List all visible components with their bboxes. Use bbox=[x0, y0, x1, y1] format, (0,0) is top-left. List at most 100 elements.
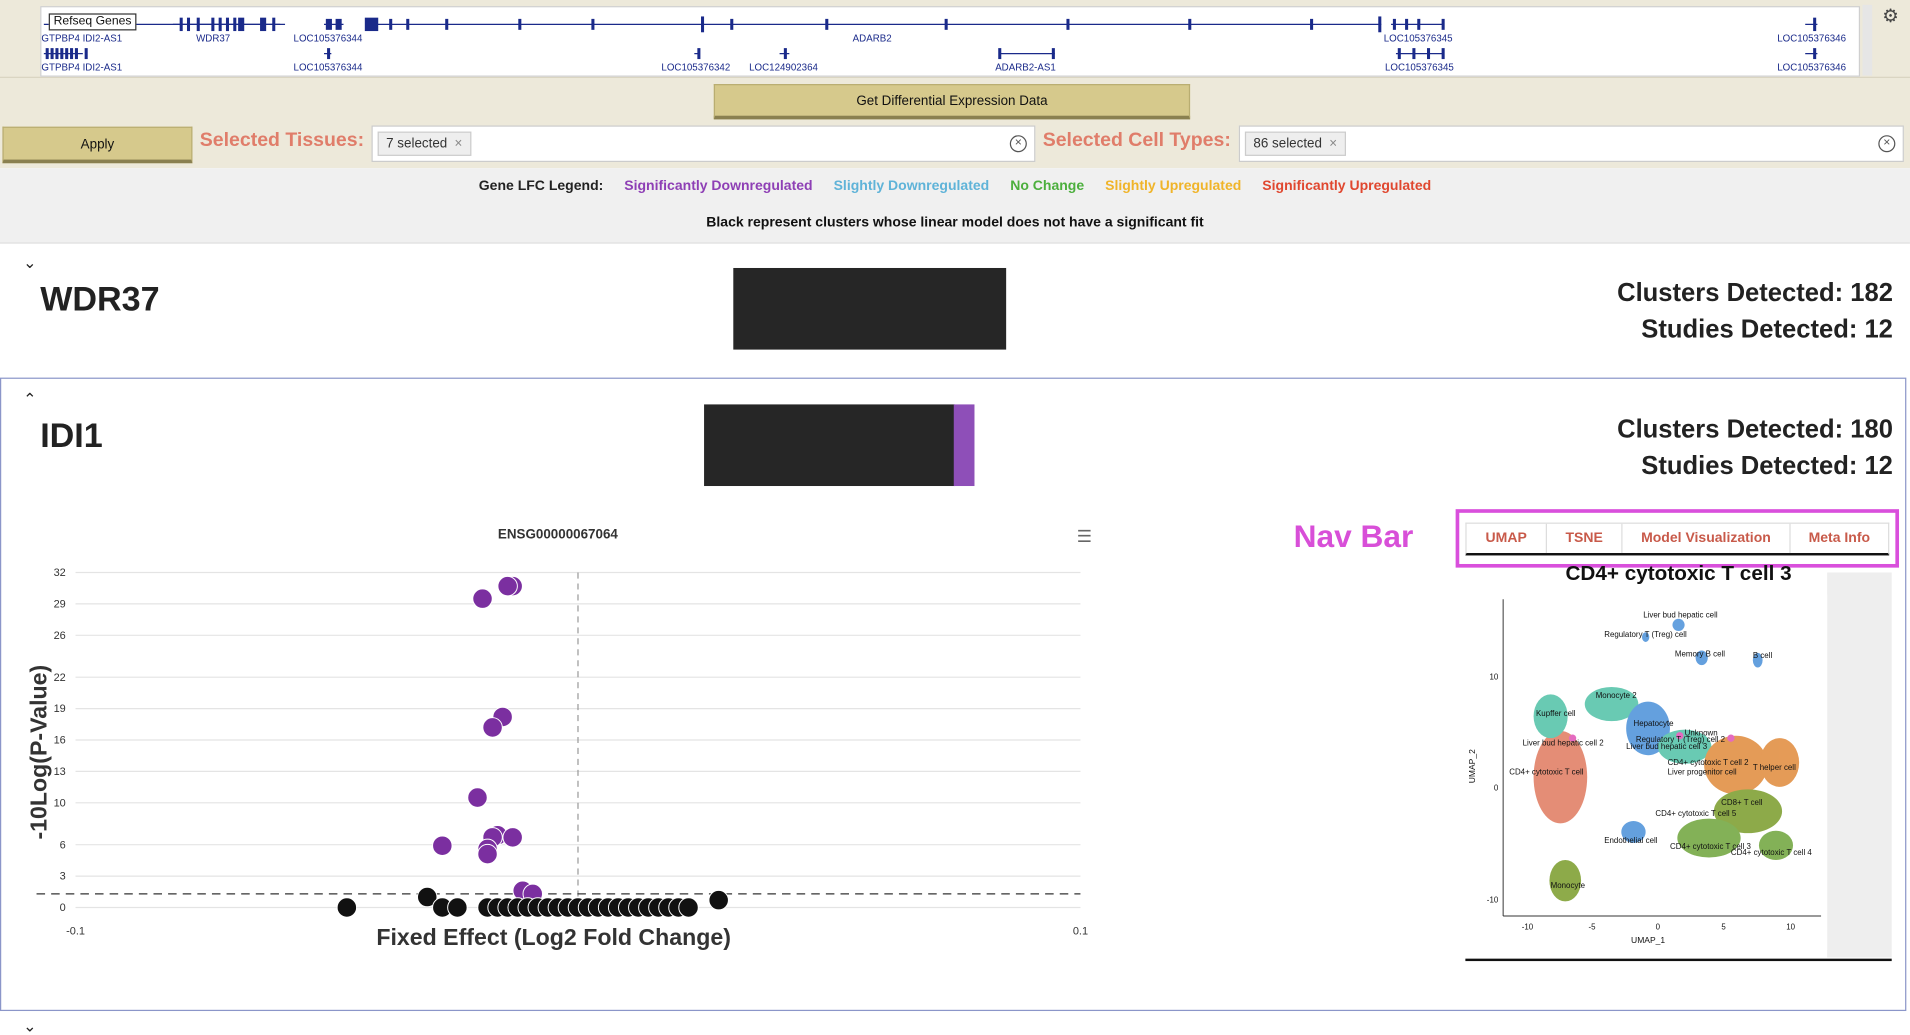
cluster-label: Liver bud hepatic cell bbox=[1643, 611, 1718, 621]
legend-item: Slightly Downregulated bbox=[833, 179, 990, 194]
chevron-down-icon[interactable]: ⌄ bbox=[23, 253, 37, 272]
gene-label[interactable]: WDR37 bbox=[196, 32, 231, 44]
gene-label[interactable]: LOC105376344 bbox=[293, 62, 363, 74]
cluster-label: CD4+ cytotoxic T cell 3 bbox=[1670, 842, 1751, 852]
gene-label[interactable]: LOC105376346 bbox=[1777, 32, 1847, 44]
cluster-label: B cell bbox=[1752, 651, 1773, 661]
tab-umap[interactable]: UMAP bbox=[1467, 523, 1547, 554]
data-point bbox=[482, 717, 503, 738]
cell-types-select[interactable]: 86 selected × × bbox=[1238, 125, 1904, 163]
selected-cell-types-label: Selected Cell Types: bbox=[1042, 130, 1231, 152]
x-tick-label: 0.1 bbox=[1073, 925, 1088, 937]
gene-models bbox=[43, 16, 1818, 60]
y-tick-label: 22 bbox=[54, 672, 66, 684]
cluster-label: CD4+ cytotoxic T cell bbox=[1509, 768, 1584, 778]
umap-panel-border bbox=[1465, 958, 1892, 962]
cluster-label: Liver progenitor cell bbox=[1667, 768, 1737, 778]
y-tick-label: 32 bbox=[54, 567, 66, 579]
expression-heatmap bbox=[733, 267, 1007, 350]
genome-track-area: Refseq Genes GTPBP4 IDI2-AS1 WDR37 LOC10… bbox=[0, 0, 1910, 78]
y-tick-label: 0 bbox=[60, 902, 66, 914]
cluster-label: Monocyte 2 bbox=[1595, 691, 1637, 701]
gene-label[interactable]: ADARB2 bbox=[852, 32, 892, 44]
gene-title: WDR37 bbox=[40, 280, 160, 318]
tissues-chip[interactable]: 7 selected × bbox=[377, 131, 471, 156]
data-point bbox=[472, 588, 493, 609]
data-point bbox=[678, 897, 699, 918]
track-scrollbar[interactable] bbox=[1862, 4, 1873, 76]
umap-xlabel: UMAP_1 bbox=[1631, 935, 1665, 945]
y-tick-label: 13 bbox=[54, 766, 66, 778]
gene-label[interactable]: LOC124902364 bbox=[749, 62, 818, 74]
lfc-legend: Gene LFC Legend: Significantly Downregul… bbox=[0, 168, 1910, 244]
legend-title: Gene LFC Legend: bbox=[478, 179, 604, 194]
y-tick-label: 3 bbox=[60, 871, 66, 883]
y-tick-label: 26 bbox=[54, 630, 66, 642]
legend-item: Significantly Upregulated bbox=[1262, 179, 1432, 194]
data-point bbox=[502, 827, 523, 848]
clusters-detected: Clusters Detected: 180 bbox=[1617, 415, 1893, 444]
umap-canvas: UMAP_2 UMAP_1 -10 -5 0 5 10 10 0 -10 bbox=[1467, 599, 1822, 945]
gene-label[interactable]: LOC105376344 bbox=[293, 32, 363, 44]
plot-title: ENSG00000067064 bbox=[497, 527, 618, 543]
tab-model-visualization[interactable]: Model Visualization bbox=[1623, 523, 1791, 554]
hamburger-menu-icon[interactable]: ☰ bbox=[1076, 526, 1093, 546]
tab-bar: UMAP TSNE Model Visualization Meta Info bbox=[1465, 522, 1890, 556]
cluster-label: Liver bud hepatic cell 2 bbox=[1522, 739, 1604, 748]
y-axis-label: -10Log(P-Value) bbox=[25, 665, 51, 840]
gene-label[interactable]: ADARB2-AS1 bbox=[995, 62, 1056, 74]
clear-tissues-icon[interactable]: × bbox=[1009, 135, 1027, 153]
y-tick-label: 16 bbox=[54, 735, 66, 747]
umap-xtick: 0 bbox=[1656, 922, 1661, 931]
apply-button[interactable]: Apply bbox=[2, 126, 193, 164]
umap-xtick: -5 bbox=[1589, 922, 1597, 931]
expression-heatmap bbox=[704, 404, 955, 487]
gene-label[interactable]: LOC105376342 bbox=[661, 62, 731, 74]
selected-tissues-label: Selected Tissues: bbox=[199, 130, 365, 152]
chevron-down-icon[interactable]: ⌄ bbox=[23, 1017, 37, 1035]
data-point bbox=[467, 787, 488, 808]
chevron-up-icon[interactable]: ⌃ bbox=[23, 389, 37, 409]
chip-remove-icon[interactable]: × bbox=[1329, 136, 1338, 152]
y-tick-label: 6 bbox=[60, 839, 66, 851]
legend-item: Significantly Downregulated bbox=[624, 179, 813, 194]
gear-icon[interactable]: ⚙ bbox=[1882, 6, 1899, 27]
chip-remove-icon[interactable]: × bbox=[454, 136, 463, 152]
legend-row: Gene LFC Legend: Significantly Downregul… bbox=[0, 179, 1910, 194]
y-tick-label: 19 bbox=[54, 703, 66, 715]
umap-side-panel bbox=[1827, 572, 1892, 958]
gene-label[interactable]: GTPBP4 IDI2-AS1 bbox=[41, 32, 123, 44]
umap-ytick: 0 bbox=[1494, 784, 1499, 793]
get-differential-expression-button[interactable]: Get Differential Expression Data bbox=[713, 84, 1191, 120]
gene-label[interactable]: GTPBP4 IDI2-AS1 bbox=[41, 62, 123, 74]
cluster-label: Regulatory T (Treg) cell bbox=[1604, 630, 1687, 640]
cell-types-chip[interactable]: 86 selected × bbox=[1244, 131, 1346, 156]
data-point bbox=[432, 835, 453, 856]
cell-types-chip-label: 86 selected bbox=[1253, 136, 1322, 152]
studies-detected: Studies Detected: 12 bbox=[1641, 315, 1893, 344]
gene-label[interactable]: LOC105376346 bbox=[1777, 62, 1847, 74]
filter-controls: Get Differential Expression Data Apply S… bbox=[0, 77, 1910, 169]
umap-ylabel: UMAP_2 bbox=[1467, 749, 1477, 783]
refseq-track-label: Refseq Genes bbox=[48, 13, 137, 31]
umap-ytick: -10 bbox=[1487, 896, 1499, 905]
legend-note: Black represent clusters whose linear mo… bbox=[706, 215, 1204, 231]
umap-plot[interactable]: UMAP_2 UMAP_1 -10 -5 0 5 10 10 0 -10 Liv… bbox=[1465, 594, 1828, 951]
tissues-select[interactable]: 7 selected × × bbox=[371, 125, 1036, 163]
gene-stats: Clusters Detected: 182 Studies Detected:… bbox=[1617, 275, 1893, 348]
data-point bbox=[417, 886, 438, 908]
x-axis-label: Fixed Effect (Log2 Fold Change) bbox=[376, 924, 731, 950]
tab-tsne[interactable]: TSNE bbox=[1547, 523, 1623, 554]
umap-xtick: -10 bbox=[1522, 922, 1534, 931]
refseq-track[interactable]: Refseq Genes GTPBP4 IDI2-AS1 WDR37 LOC10… bbox=[40, 6, 1861, 77]
gene-label[interactable]: LOC105376345 bbox=[1383, 32, 1453, 44]
data-point bbox=[336, 897, 358, 918]
gene-stats: Clusters Detected: 180 Studies Detected:… bbox=[1617, 412, 1893, 485]
clear-cell-types-icon[interactable]: × bbox=[1878, 135, 1896, 153]
cluster-label: CD4+ cytotoxic T cell 4 bbox=[1730, 849, 1812, 858]
tab-meta-info[interactable]: Meta Info bbox=[1808, 531, 1871, 546]
cluster-label: Endothelial cell bbox=[1604, 836, 1658, 846]
data-point bbox=[497, 575, 518, 597]
gene-label[interactable]: LOC105376345 bbox=[1384, 62, 1454, 74]
x-tick-label: -0.1 bbox=[66, 925, 85, 937]
